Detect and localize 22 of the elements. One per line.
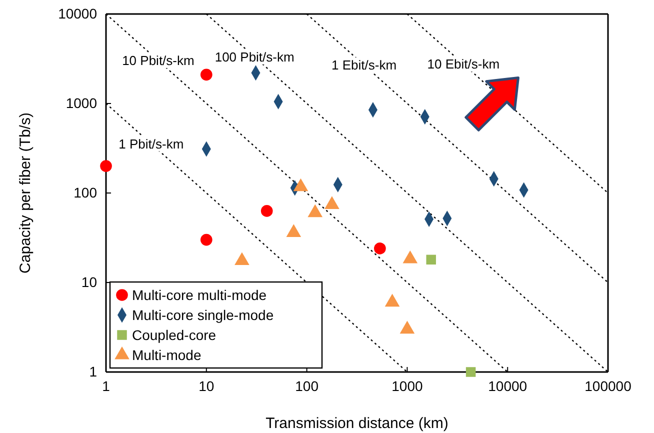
series-label: 10 Ebit/s-km [427, 56, 500, 72]
x-tick-label: 100 [295, 378, 319, 394]
legend-label: Coupled-core [132, 327, 216, 343]
y-axis-title: Capacity per fiber (Tb/s) [17, 112, 34, 274]
x-tick-label: 100000 [584, 378, 632, 394]
x-tick-label: 10000 [488, 378, 528, 394]
x-tick-label: 10 [198, 378, 214, 394]
y-tick-label: 1 [89, 363, 98, 380]
y-tick-label: 1000 [66, 94, 98, 111]
x-tick-label: 1000 [392, 378, 423, 394]
legend-label: Multi-mode [132, 347, 202, 363]
legend-label: Multi-core single-mode [132, 307, 274, 323]
y-tick-label: 100 [74, 184, 98, 200]
series-label: 1 Pbit/s-km [118, 136, 184, 152]
x-tick-label: 1 [102, 378, 110, 394]
series-label: 10 Pbit/s-km [122, 53, 194, 68]
series-label: 1 Ebit/s-km [332, 58, 397, 73]
legend-label: Multi-core multi-mode [132, 287, 267, 303]
y-tick-label: 10000 [58, 5, 98, 22]
y-tick-label: 10 [81, 274, 98, 290]
series-label: 100 Pbit/s-km [214, 49, 294, 64]
x-axis-title: Transmission distance (km) [266, 415, 448, 432]
